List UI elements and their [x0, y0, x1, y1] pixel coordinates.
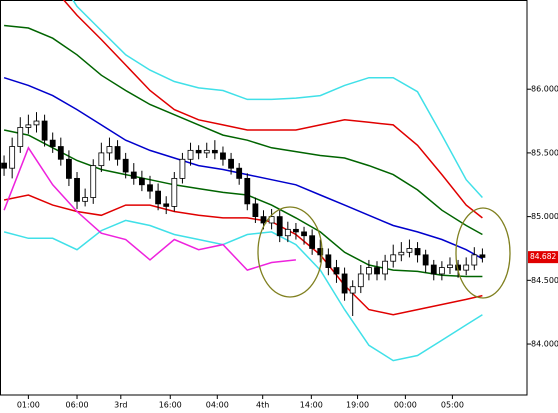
x-tick-label: 3rd	[114, 401, 127, 410]
candle-body	[422, 254, 429, 266]
candle-body	[268, 216, 275, 224]
candle-body	[155, 190, 162, 205]
candle-body	[57, 146, 64, 160]
candle-body	[130, 171, 137, 179]
candle-body	[341, 273, 348, 294]
candle-body	[228, 158, 234, 169]
candle-body	[179, 158, 186, 179]
x-tick-label: 19:00	[346, 401, 369, 410]
candle-body	[147, 184, 153, 192]
axes: 84.000 84.500 85.000 85.500 86.000 01:00 06:00…	[17, 85, 558, 410]
candle-body	[317, 248, 324, 256]
y-tick-label: 84.000	[531, 340, 558, 349]
candle-body	[236, 167, 243, 179]
candle-body	[374, 267, 380, 275]
candle-body	[398, 251, 405, 256]
candle-body	[211, 149, 218, 154]
candle-body	[244, 177, 251, 205]
candle-body	[49, 139, 56, 147]
x-tick-label: 01:00	[17, 401, 40, 410]
x-tick-label: 05:00	[441, 401, 464, 410]
candle-body	[9, 146, 16, 169]
x-tick-label: 4th	[256, 401, 269, 410]
candle-body	[171, 177, 178, 207]
y-tick-label: 85.000	[531, 212, 558, 221]
candle-body	[357, 273, 364, 288]
highlight-ellipse	[455, 207, 511, 299]
candle-body	[333, 267, 340, 275]
band-line	[3, 146, 296, 271]
candle-body	[74, 177, 80, 202]
candle-body	[260, 216, 267, 224]
y-tick-label: 85.500	[531, 148, 558, 157]
candle-body	[17, 127, 24, 147]
y-tick-label: 84.500	[531, 276, 558, 285]
candle-body	[447, 264, 453, 268]
band-line	[72, 0, 483, 199]
candle-body	[276, 216, 283, 237]
candle-body	[106, 146, 113, 154]
candle-body	[220, 152, 226, 160]
plot-frame	[0, 0, 528, 396]
candle-body	[438, 267, 445, 275]
last-price-box	[528, 251, 558, 264]
candle-body	[252, 203, 259, 218]
candle-body	[325, 254, 332, 268]
y-tick-label: 86.000	[531, 85, 558, 94]
x-tick-label: 04:00	[206, 401, 229, 410]
candle-body	[138, 177, 145, 186]
candle-body	[284, 228, 291, 237]
candle-body	[414, 248, 421, 256]
candle-body	[122, 158, 129, 173]
candle-body	[293, 228, 299, 233]
band-line	[3, 219, 483, 362]
band-line	[62, 0, 483, 219]
candle-body	[349, 286, 356, 294]
candle-body	[1, 162, 7, 169]
candle-body	[66, 158, 72, 179]
candle-body	[309, 235, 316, 249]
candle-body	[98, 152, 105, 167]
candle-body	[33, 120, 40, 126]
candle-body	[82, 197, 89, 202]
x-tick-label: 00:00	[394, 401, 417, 410]
x-tick-label: 16:00	[159, 401, 182, 410]
candle-body	[41, 120, 48, 141]
last-price-label: 84.682	[530, 252, 556, 261]
candle-body	[471, 254, 478, 266]
highlight-ellipse	[257, 206, 323, 298]
candle-body	[114, 146, 121, 160]
band-line	[4, 24, 483, 236]
candle-body	[365, 267, 372, 275]
x-tick-label: 14:00	[300, 401, 323, 410]
candle-body	[390, 254, 397, 262]
candle-body	[187, 149, 194, 160]
candle-body	[163, 203, 170, 207]
x-tick-label: 06:00	[65, 401, 88, 410]
candle-body	[203, 149, 210, 154]
candle-body	[430, 264, 437, 275]
candle-body	[463, 264, 470, 271]
candle-body	[195, 149, 202, 154]
band-line	[3, 194, 483, 316]
candle-body	[406, 248, 413, 253]
annotations	[257, 206, 511, 299]
candle-body	[301, 231, 307, 237]
candle-body	[479, 254, 486, 258]
candle-body	[25, 124, 32, 128]
candle-body	[90, 165, 97, 198]
candle-body	[382, 260, 389, 275]
plot-area	[1, 0, 486, 362]
